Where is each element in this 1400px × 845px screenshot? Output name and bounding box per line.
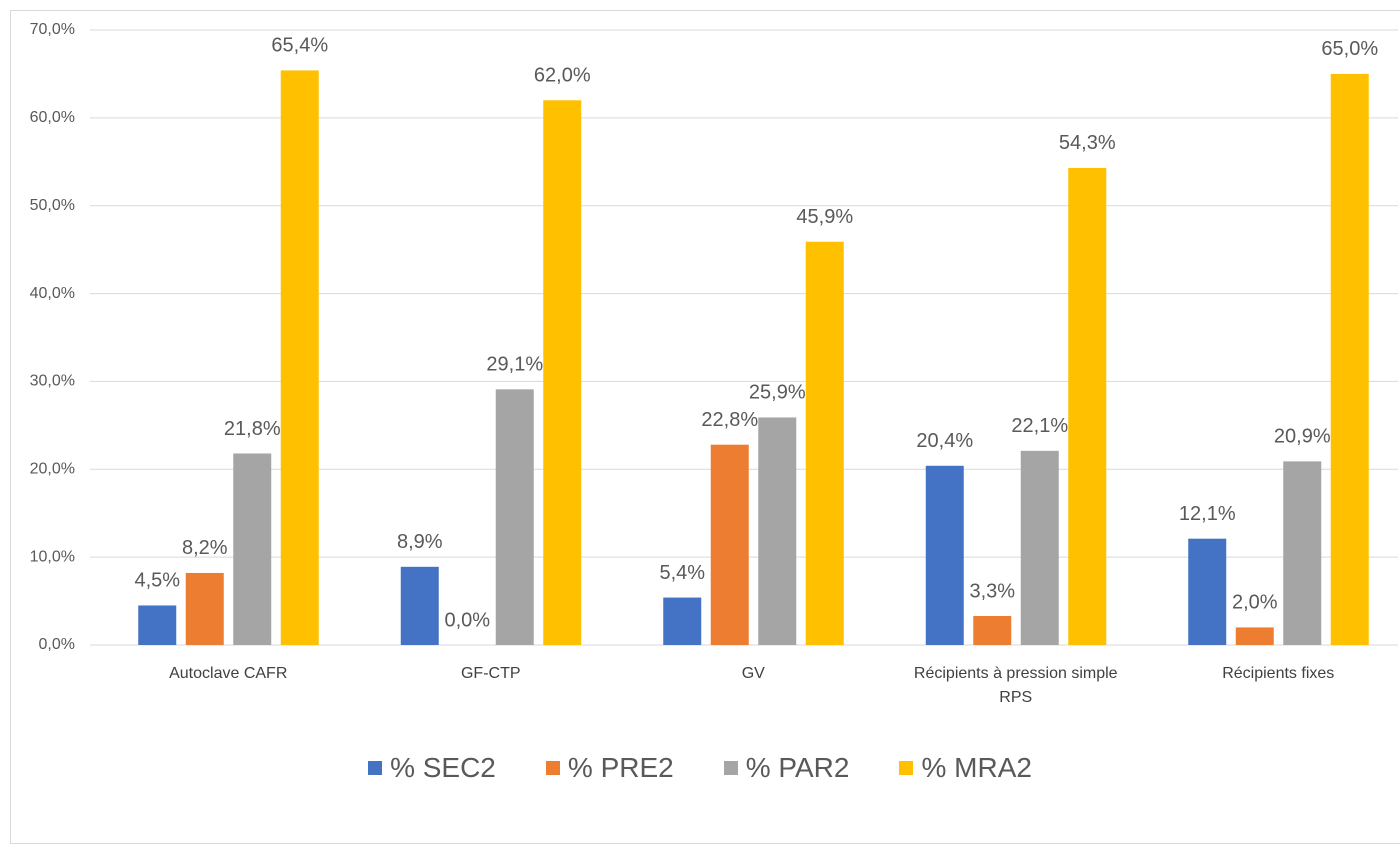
legend-item: % MRA2 xyxy=(899,752,1032,784)
value-label: 5,4% xyxy=(659,562,705,584)
value-label: 22,8% xyxy=(701,409,758,431)
legend: % SEC2 % PRE2 % PAR2 % MRA2 xyxy=(0,752,1400,784)
value-label: 29,1% xyxy=(486,354,543,376)
value-label: 4,5% xyxy=(134,570,180,592)
legend-label: % SEC2 xyxy=(390,752,496,783)
bar xyxy=(805,241,844,645)
x-tick-label: Autoclave CAFR xyxy=(169,665,288,682)
bar xyxy=(925,465,964,645)
legend-item: % PRE2 xyxy=(545,752,674,784)
legend-label: % PRE2 xyxy=(567,752,674,783)
bar xyxy=(1330,73,1369,645)
bar xyxy=(400,566,439,645)
value-label: 3,3% xyxy=(969,580,1015,602)
bar xyxy=(1188,538,1227,645)
bar xyxy=(1020,450,1059,645)
y-tick-label: 20,0% xyxy=(30,461,75,478)
value-label: 65,0% xyxy=(1321,38,1378,60)
legend-swatch xyxy=(368,761,383,775)
legend-swatch xyxy=(723,761,738,775)
value-label: 8,2% xyxy=(182,537,228,559)
value-label: 12,1% xyxy=(1179,503,1236,525)
y-tick-label: 30,0% xyxy=(30,373,75,390)
bar xyxy=(1283,461,1322,645)
value-label: 2,0% xyxy=(1232,592,1278,614)
value-label: 8,9% xyxy=(397,531,443,553)
y-tick-label: 10,0% xyxy=(30,548,75,565)
value-label: 25,9% xyxy=(749,382,806,404)
bar xyxy=(495,389,534,645)
value-label: 20,4% xyxy=(916,430,973,452)
value-label: 0,0% xyxy=(444,609,490,631)
y-tick-label: 40,0% xyxy=(30,285,75,302)
y-tick-label: 60,0% xyxy=(30,109,75,126)
bar xyxy=(138,605,177,645)
bar xyxy=(663,597,702,645)
legend-item: % PAR2 xyxy=(723,752,850,784)
bar xyxy=(543,100,582,646)
x-tick-label: GF-CTP xyxy=(460,665,521,682)
value-label: 22,1% xyxy=(1011,415,1068,437)
value-label: 62,0% xyxy=(534,65,591,87)
x-tick-label: GV xyxy=(741,665,765,682)
y-tick-label: 50,0% xyxy=(30,197,75,214)
bar xyxy=(758,417,797,645)
bar xyxy=(1235,627,1274,645)
bar xyxy=(1068,167,1107,645)
chart-border xyxy=(10,10,1400,844)
x-tick-label: Récipients fixes xyxy=(1222,665,1335,682)
bar xyxy=(280,70,319,645)
value-label: 21,8% xyxy=(224,418,281,440)
legend-label: % MRA2 xyxy=(921,752,1032,783)
legend-swatch xyxy=(545,761,560,775)
value-label: 54,3% xyxy=(1059,132,1116,154)
value-label: 65,4% xyxy=(271,35,328,57)
value-label: 20,9% xyxy=(1274,426,1331,448)
legend-item: % SEC2 xyxy=(368,752,496,784)
legend-swatch xyxy=(899,761,914,775)
x-tick-label: Récipients à pression simple RPS xyxy=(913,665,1118,706)
y-tick-label: 0,0% xyxy=(39,636,75,653)
value-label: 45,9% xyxy=(796,206,853,228)
legend-label: % PAR2 xyxy=(745,752,850,783)
y-tick-label: 70,0% xyxy=(30,21,75,38)
bar xyxy=(233,453,272,645)
bar xyxy=(973,616,1012,645)
bar xyxy=(710,444,749,645)
bar xyxy=(185,572,224,645)
